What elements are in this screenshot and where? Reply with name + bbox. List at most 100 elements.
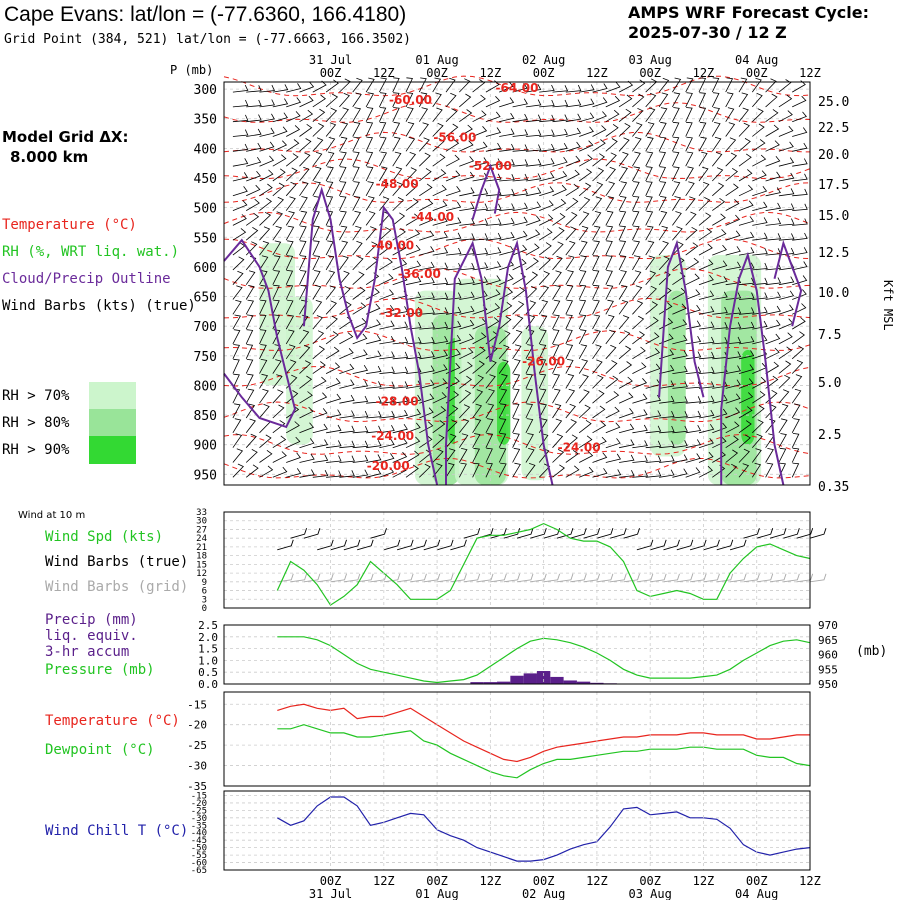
wind-barb-105	[272, 435, 287, 449]
wind-barb-725	[578, 419, 592, 434]
wind-barb-488	[472, 110, 487, 123]
bottom-hour-label-1: 12Z	[373, 874, 395, 888]
surface-barb-true-2	[303, 528, 321, 539]
wind-barb-1028	[738, 107, 749, 122]
wind-barb-608	[525, 285, 538, 300]
wind-barb-829	[632, 362, 647, 374]
wind-barb-909	[672, 350, 688, 360]
wind-barb-621	[539, 84, 555, 93]
wind-barb-223	[339, 181, 347, 196]
wind-barb-236	[339, 379, 355, 389]
surface-barb-true-8	[383, 539, 401, 551]
wind-barb-244	[352, 92, 362, 108]
wind-barb-1093	[765, 277, 782, 286]
surface-barb-grid-11	[423, 573, 441, 583]
wind-barb-887	[659, 425, 675, 434]
wind-barb-948	[698, 121, 707, 137]
wind-barb-935	[685, 336, 702, 345]
wind-barb-705	[579, 126, 594, 137]
wind-barb-1053	[751, 77, 762, 93]
top-date-label-4: 04 Aug	[735, 53, 778, 67]
wind-barb-767	[605, 240, 613, 256]
surface-barb-true-26	[623, 528, 640, 539]
precip-bar-15	[470, 682, 484, 684]
pressure-tick-400: 400	[194, 142, 217, 157]
wind-barb-227	[339, 240, 349, 256]
wind-barb-1084	[765, 140, 780, 152]
wind-barb-910	[672, 365, 688, 374]
pressure-unit-label: (mb)	[856, 644, 887, 659]
pressure-tick-right-950: 950	[818, 678, 838, 691]
wind-barb-729	[592, 83, 608, 93]
wind-barb-778	[605, 406, 620, 419]
wind-barb-793	[618, 225, 626, 241]
wind-barb-969	[698, 437, 714, 449]
wind-barb-1115	[778, 203, 795, 211]
pressure-tick-right-970: 970	[818, 619, 838, 632]
wind-barb-174	[312, 255, 321, 271]
wind-barb-635	[538, 285, 550, 300]
wind-barb-536	[485, 418, 494, 433]
wind-barb-132	[286, 436, 301, 449]
surface-barb-true-29	[663, 539, 680, 551]
wind-barb-863	[645, 470, 662, 478]
wind-barb-448	[445, 320, 462, 330]
surface-barb-true-7	[370, 528, 387, 539]
wind-barb-287	[366, 334, 382, 345]
wind-barb-180	[312, 345, 325, 360]
precip-bar-23	[576, 681, 591, 684]
wind-barb-40	[245, 270, 256, 285]
wind-barb-689	[565, 284, 574, 300]
temperature-label-13: -20.00	[367, 459, 410, 473]
wind-barb-1022	[725, 421, 740, 434]
wind-barb-258	[352, 302, 367, 315]
wind-barb-748	[592, 359, 603, 374]
surface-barb-true-22	[570, 528, 587, 539]
windchill-tick--65: -65	[191, 866, 207, 876]
wind-barb-300	[379, 121, 387, 137]
surface-barb-grid-4	[330, 573, 347, 583]
wind-barb-229	[339, 270, 350, 285]
wind-barb-84	[272, 126, 288, 137]
wind-barb-714	[578, 255, 587, 271]
wind-barb-1080	[765, 78, 777, 93]
wind-barb-1090	[765, 233, 782, 241]
wind-barb-745	[592, 314, 601, 330]
wind-barb-1144	[792, 232, 808, 241]
wind-barb-1007	[725, 199, 740, 211]
wind-barb-1037	[738, 247, 755, 256]
wind-barb-485	[458, 462, 467, 478]
wind-barb-1130	[778, 418, 788, 434]
wind-barb-804	[618, 392, 634, 404]
forecast-cycle-label: AMPS WRF Forecast Cycle:	[628, 3, 870, 22]
wind-barb-758	[605, 109, 620, 123]
wind-barb-142	[299, 181, 309, 197]
wind-barb-788	[618, 151, 629, 167]
windchill-tick--55: -55	[191, 851, 207, 861]
wind-barb-755	[592, 468, 608, 478]
wind-barb-706	[579, 140, 594, 152]
wind-barb-263	[352, 380, 369, 389]
wind-barb-327	[392, 121, 401, 137]
wind-barb-523	[485, 232, 502, 241]
wind-barb-476	[459, 333, 474, 345]
wind-barb-386	[419, 199, 434, 211]
wind-barb-697	[565, 403, 576, 419]
wind-barb-828	[632, 346, 646, 360]
wind-barb-308	[379, 242, 393, 256]
windchill-tick--25: -25	[191, 806, 207, 816]
surface-barb-true-30	[676, 539, 694, 551]
wind-barb-1069	[752, 320, 768, 330]
wind-barb-753	[592, 436, 607, 449]
wind-barb-1149	[792, 303, 807, 315]
wind-barb-342	[392, 351, 409, 360]
wind-barb-362	[405, 244, 421, 256]
pressure-tick-650: 650	[194, 291, 217, 306]
windchill-tick--45: -45	[191, 836, 207, 846]
wind-barb-322	[379, 453, 395, 463]
cross-section-frame	[223, 81, 811, 486]
wind-barb-121	[285, 270, 294, 285]
temperature-contour-6	[223, 238, 811, 260]
wind-barb-157	[299, 406, 314, 419]
wind-barb-560	[498, 373, 508, 389]
